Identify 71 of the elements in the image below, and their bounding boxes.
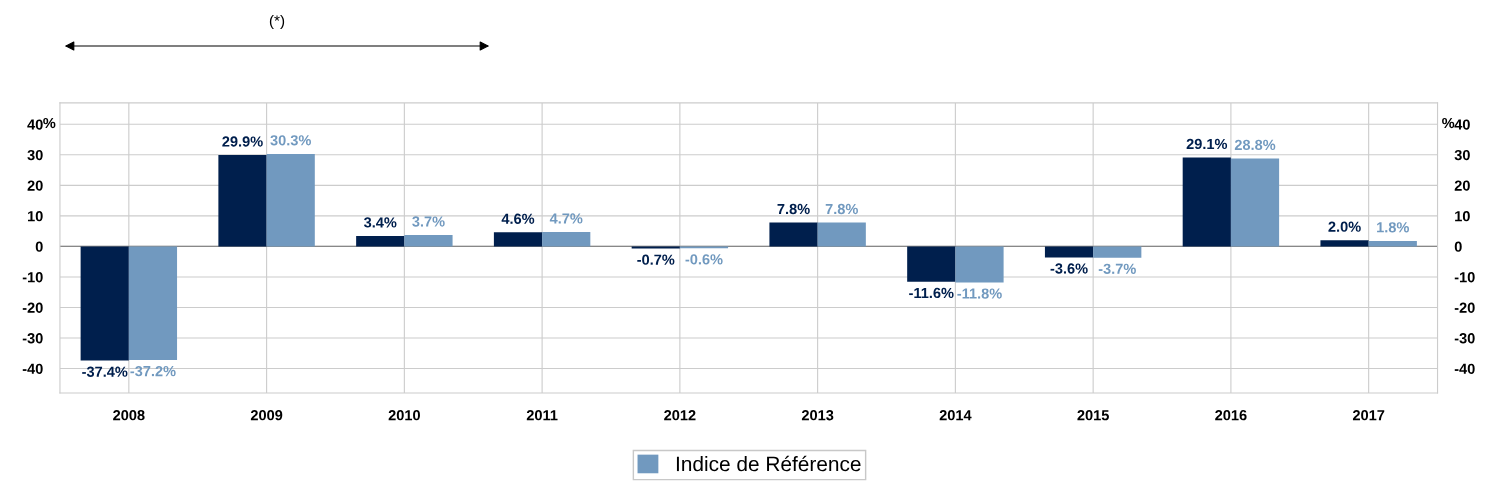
bar	[404, 235, 453, 247]
x-tick-label: 2015	[1077, 410, 1109, 421]
data-label: 4.6%	[501, 213, 535, 224]
bar	[218, 155, 267, 247]
bar	[1182, 157, 1231, 247]
data-label: 2.0%	[1328, 221, 1361, 232]
data-label: -0.6%	[685, 254, 723, 265]
y-tick-label: 40	[27, 119, 43, 130]
data-label: -3.6%	[1050, 263, 1088, 274]
data-label: -11.8%	[957, 288, 1002, 299]
y-tick-label: 0	[35, 241, 43, 252]
x-tick-label: 2009	[250, 410, 283, 421]
x-tick-label: 2010	[388, 410, 420, 421]
bar	[493, 232, 543, 247]
y-tick-label: 10	[27, 210, 43, 222]
data-label: 29.9%	[222, 136, 263, 147]
y-tick-label: 30	[27, 149, 43, 161]
y2-tick-label: -30	[1454, 333, 1475, 344]
y-tick-label: -10	[22, 272, 43, 283]
data-label: -3.7%	[1098, 263, 1136, 274]
data-label: 30.3%	[270, 135, 311, 146]
bar	[266, 153, 315, 247]
bar	[907, 246, 956, 282]
y-tick-label: -40	[22, 363, 43, 374]
bar	[631, 246, 680, 249]
y2-tick-label: 30	[1454, 149, 1470, 161]
y-tick-label: -20	[22, 302, 43, 313]
y2-tick-label: 20	[1454, 180, 1470, 191]
bar	[1230, 158, 1280, 247]
x-tick-label: 2016	[1215, 410, 1247, 421]
y2-tick-label: -20	[1454, 302, 1475, 313]
x-tick-label: 2008	[113, 410, 145, 421]
y2-tick-label: -10	[1454, 272, 1475, 283]
data-label: 7.8%	[825, 203, 858, 215]
y2-tick-label: -40	[1454, 363, 1475, 374]
data-label: 1.8%	[1377, 222, 1410, 233]
x-tick-label: 2012	[664, 410, 696, 421]
data-label: 29.1%	[1186, 138, 1228, 150]
data-label: -0.7%	[637, 254, 675, 265]
bar	[80, 246, 129, 361]
bar	[769, 222, 818, 247]
data-label: 4.7%	[549, 213, 583, 224]
x-tick-label: 2011	[526, 410, 558, 421]
bar	[1320, 240, 1369, 247]
bar	[1093, 246, 1142, 258]
x-tick-label: 2014	[939, 410, 972, 421]
text: (*)	[269, 14, 285, 30]
bar	[128, 246, 178, 360]
data-label: 3.4%	[363, 217, 397, 228]
legend-label: Indice de Référence	[676, 455, 861, 472]
y2-tick-label: 10	[1455, 210, 1470, 222]
bar	[356, 236, 405, 247]
y-tick-label: -30	[22, 333, 43, 344]
y2-tick-label: 0	[1454, 241, 1462, 252]
data-label: 7.8%	[777, 203, 810, 215]
bar	[1044, 246, 1094, 258]
x-tick-label: 2013	[801, 410, 834, 421]
y2-tick-label: 40	[1454, 119, 1470, 130]
y-axis-title: %	[43, 117, 56, 129]
data-label: -37.2%	[130, 365, 176, 377]
bar	[817, 222, 866, 247]
data-label: 28.8%	[1234, 139, 1276, 151]
bar	[1368, 240, 1417, 247]
y2-axis-title: %	[1442, 117, 1455, 129]
y-tick-label: 20	[27, 180, 43, 191]
bar	[955, 246, 1004, 283]
data-label: 3.7%	[412, 216, 445, 227]
x-tick-label: 2017	[1352, 410, 1385, 421]
data-label: -37.4%	[82, 366, 128, 377]
data-label: -11.6%	[909, 287, 954, 299]
bar	[542, 232, 591, 247]
